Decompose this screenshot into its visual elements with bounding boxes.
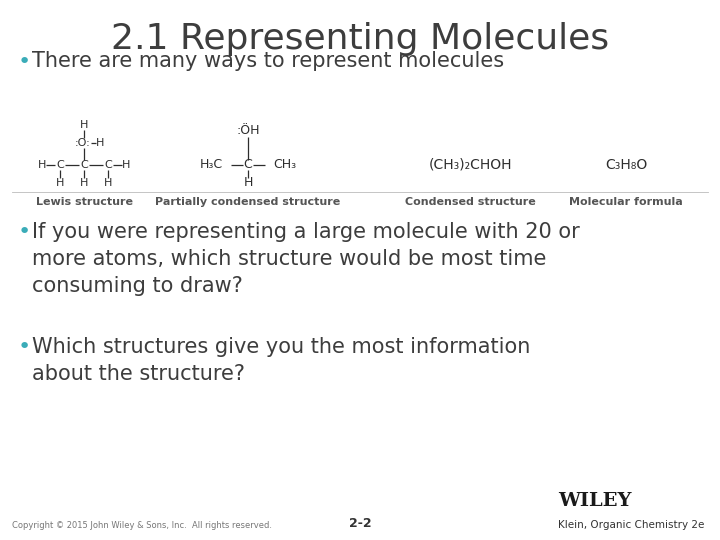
Text: H: H [38, 160, 46, 170]
Text: If you were representing a large molecule with 20 or
more atoms, which structure: If you were representing a large molecul… [32, 222, 580, 296]
Text: (CH₃)₂CHOH: (CH₃)₂CHOH [428, 158, 512, 172]
Text: H: H [56, 178, 64, 188]
Text: H₃C: H₃C [200, 159, 223, 172]
Text: Condensed structure: Condensed structure [405, 197, 536, 207]
Text: C: C [104, 160, 112, 170]
Text: H: H [96, 138, 104, 148]
Text: Which structures give you the most information
about the structure?: Which structures give you the most infor… [32, 337, 531, 384]
Text: Molecular formula: Molecular formula [569, 197, 683, 207]
Text: C: C [243, 159, 253, 172]
Text: C₃H₈O: C₃H₈O [605, 158, 647, 172]
Text: C: C [80, 160, 88, 170]
Text: H: H [80, 120, 88, 130]
Text: H: H [243, 177, 253, 190]
Text: :O:: :O: [75, 138, 91, 148]
Text: •: • [18, 52, 31, 72]
Text: :ÖH: :ÖH [236, 125, 260, 138]
Text: C: C [56, 160, 64, 170]
Text: Partially condensed structure: Partially condensed structure [156, 197, 341, 207]
Text: 2-2: 2-2 [348, 517, 372, 530]
Text: •: • [18, 337, 31, 357]
Text: Copyright © 2015 John Wiley & Sons, Inc.  All rights reserved.: Copyright © 2015 John Wiley & Sons, Inc.… [12, 521, 272, 530]
Text: Lewis structure: Lewis structure [35, 197, 132, 207]
Text: WILEY: WILEY [558, 492, 631, 510]
Text: H: H [104, 178, 112, 188]
Text: There are many ways to represent molecules: There are many ways to represent molecul… [32, 51, 504, 71]
Text: •: • [18, 222, 31, 242]
Text: H: H [122, 160, 130, 170]
Text: Klein, Organic Chemistry 2e: Klein, Organic Chemistry 2e [558, 520, 704, 530]
Text: CH₃: CH₃ [273, 159, 296, 172]
Text: H: H [80, 178, 88, 188]
Text: 2.1 Representing Molecules: 2.1 Representing Molecules [111, 22, 609, 56]
